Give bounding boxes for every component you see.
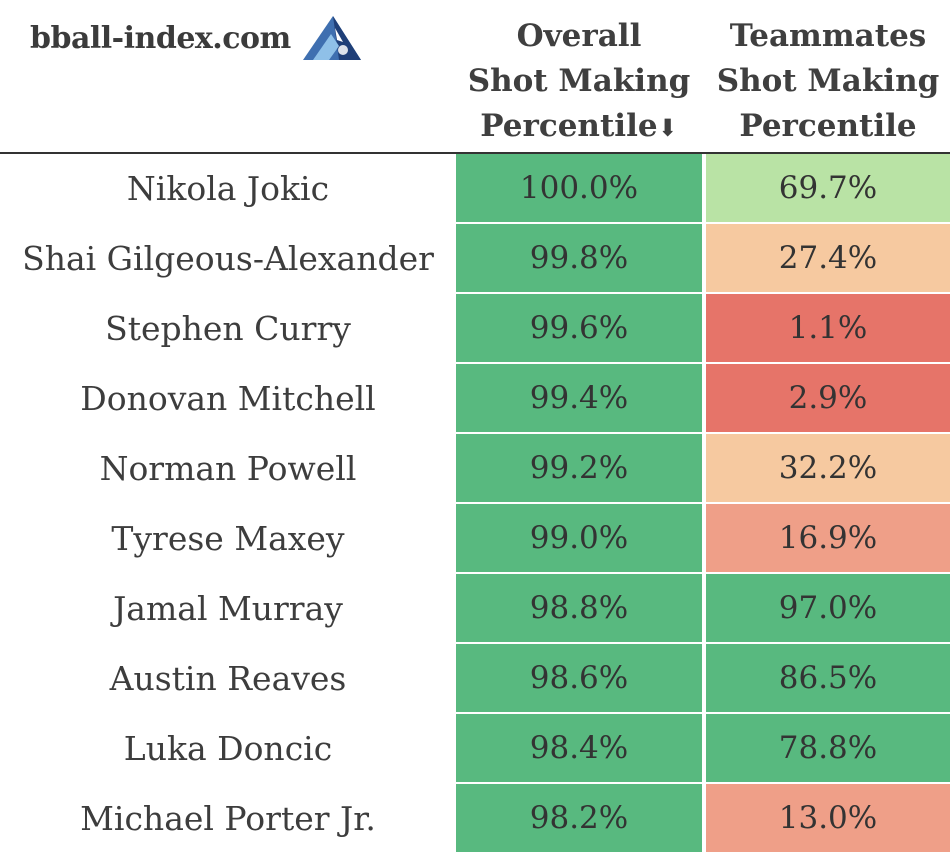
- teammates-percentile-cell: 13.0%: [706, 784, 950, 852]
- overall-percentile-cell: 100.0%: [456, 154, 702, 222]
- teammates-percentile-cell: 86.5%: [706, 644, 950, 712]
- table-row[interactable]: Shai Gilgeous-Alexander 99.8% 27.4%: [0, 224, 950, 294]
- sort-descending-icon: ⬇: [657, 113, 678, 142]
- header-line: Shot Making: [716, 63, 940, 99]
- teammates-percentile-cell: 32.2%: [706, 434, 950, 502]
- teammates-percentile-cell: 69.7%: [706, 154, 950, 222]
- overall-percentile-cell: 99.2%: [456, 434, 702, 502]
- player-name: Norman Powell: [99, 448, 357, 488]
- table-row[interactable]: Nikola Jokic 100.0% 69.7%: [0, 154, 950, 224]
- header-line: Teammates: [729, 18, 927, 54]
- brand[interactable]: bball-index.com: [30, 12, 365, 64]
- table-header: bball-index.com Overall Shot Making Perc…: [0, 0, 950, 152]
- header-divider: [0, 152, 950, 154]
- header-line: Overall: [516, 18, 642, 54]
- header-line: Percentile: [739, 108, 917, 144]
- header-line: Shot Making: [467, 63, 691, 99]
- header-line: Percentile: [480, 108, 658, 144]
- table-row[interactable]: Donovan Mitchell 99.4% 2.9%: [0, 364, 950, 434]
- player-name: Michael Porter Jr.: [80, 798, 376, 838]
- player-name: Tyrese Maxey: [111, 518, 345, 558]
- table-row[interactable]: Michael Porter Jr. 98.2% 13.0%: [0, 784, 950, 854]
- teammates-percentile-cell: 16.9%: [706, 504, 950, 572]
- player-name: Jamal Murray: [113, 588, 343, 628]
- overall-percentile-cell: 98.6%: [456, 644, 702, 712]
- table-row[interactable]: Jamal Murray 98.8% 97.0%: [0, 574, 950, 644]
- table-row[interactable]: Tyrese Maxey 99.0% 16.9%: [0, 504, 950, 574]
- overall-percentile-cell: 99.4%: [456, 364, 702, 432]
- overall-percentile-cell: 98.2%: [456, 784, 702, 852]
- table-row[interactable]: Luka Doncic 98.4% 78.8%: [0, 714, 950, 784]
- brand-name: bball-index.com: [30, 20, 291, 56]
- overall-percentile-cell: 98.4%: [456, 714, 702, 782]
- player-name: Shai Gilgeous-Alexander: [22, 238, 434, 278]
- table-row[interactable]: Norman Powell 99.2% 32.2%: [0, 434, 950, 504]
- teammates-percentile-cell: 78.8%: [706, 714, 950, 782]
- teammates-percentile-cell: 2.9%: [706, 364, 950, 432]
- player-name: Luka Doncic: [123, 728, 333, 768]
- teammates-percentile-cell: 97.0%: [706, 574, 950, 642]
- teammates-percentile-cell: 27.4%: [706, 224, 950, 292]
- table-row[interactable]: Stephen Curry 99.6% 1.1%: [0, 294, 950, 364]
- teammates-percentile-cell: 1.1%: [706, 294, 950, 362]
- player-name: Austin Reaves: [109, 658, 347, 698]
- column-header-overall[interactable]: Overall Shot Making Percentile⬇: [456, 14, 702, 150]
- table-row[interactable]: Austin Reaves 98.6% 86.5%: [0, 644, 950, 714]
- overall-percentile-cell: 99.8%: [456, 224, 702, 292]
- player-name: Donovan Mitchell: [80, 378, 376, 418]
- mountain-logo-icon: [302, 16, 361, 60]
- overall-percentile-cell: 99.6%: [456, 294, 702, 362]
- overall-percentile-cell: 99.0%: [456, 504, 702, 572]
- player-name: Nikola Jokic: [126, 168, 330, 208]
- column-header-teammates[interactable]: Teammates Shot Making Percentile: [706, 14, 950, 149]
- overall-percentile-cell: 98.8%: [456, 574, 702, 642]
- player-name: Stephen Curry: [105, 308, 351, 348]
